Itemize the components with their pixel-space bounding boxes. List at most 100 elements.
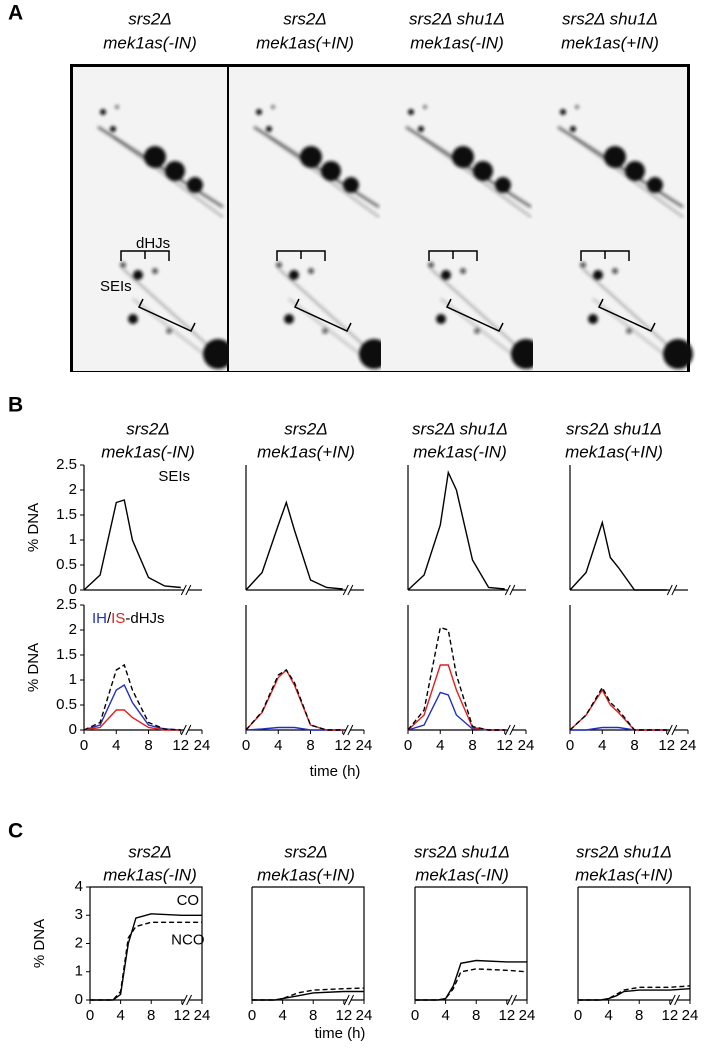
x-tick-label: 12: [172, 737, 189, 754]
axis-break: [506, 994, 518, 1006]
x-tick-label: 8: [144, 737, 152, 754]
x-axis-label: time (h): [315, 1025, 366, 1042]
x-tick-label: 4: [274, 737, 282, 754]
series-line: [83, 663, 181, 731]
x-tick-label: 24: [194, 737, 211, 754]
chart: 0 4 8 12 24: [574, 886, 698, 1024]
column-header: srs2Δ: [283, 9, 327, 28]
y-tick-label: 0.5: [56, 556, 77, 573]
column-header: mek1as(+IN): [565, 442, 663, 461]
axis-break: [180, 584, 192, 596]
y-tick-label: 2: [69, 481, 77, 498]
axis-break: [504, 724, 516, 736]
column-header: srs2Δ: [284, 842, 328, 861]
axis-break: [666, 724, 678, 736]
x-tick-label: 4: [598, 737, 606, 754]
series-line: [407, 664, 505, 731]
y-tick-label: 0: [75, 991, 83, 1008]
y-axis-label: % DNA: [25, 503, 42, 552]
x-tick-label: 4: [436, 737, 444, 754]
x-tick-label: 4: [112, 737, 120, 754]
x-tick-label: 12: [496, 737, 513, 754]
column-header: srs2Δ shu1Δ: [562, 9, 658, 28]
x-tick-label: 0: [566, 737, 574, 754]
column-header: srs2Δ: [128, 842, 172, 861]
x-tick-label: 0: [574, 1007, 582, 1024]
column-header: mek1as(-IN): [103, 865, 197, 884]
x-axis-label: time (h): [310, 763, 361, 780]
chart: 0 0.5 1 1.5 2 2.5 % DNA SEIs: [25, 456, 202, 598]
column-header: mek1as(+IN): [561, 33, 659, 52]
x-tick-label: 12: [661, 1007, 678, 1024]
axis-break: [181, 994, 193, 1006]
column-header: srs2Δ shu1Δ: [414, 842, 510, 861]
series-line: [415, 959, 527, 1001]
chart: [407, 465, 526, 596]
legend-joiner: /: [107, 610, 112, 627]
x-tick-label: 24: [356, 1007, 373, 1024]
series-line: [245, 668, 343, 731]
column-header: srs2Δ shu1Δ: [576, 842, 672, 861]
x-tick-label: 8: [306, 737, 314, 754]
x-tick-label: 24: [356, 737, 373, 754]
x-tick-label: 12: [498, 1007, 515, 1024]
column-header: mek1as(-IN): [413, 442, 507, 461]
series-line: [83, 709, 181, 731]
x-tick-label: 8: [309, 1007, 317, 1024]
annotation: SEIs: [158, 468, 190, 485]
frame: [252, 886, 365, 1000]
series-line: [578, 985, 691, 1001]
x-tick-label: 8: [630, 737, 638, 754]
x-tick-label: 24: [519, 1007, 536, 1024]
y-tick-label: 0.5: [56, 696, 77, 713]
column-header: srs2Δ: [126, 419, 170, 438]
x-tick-label: 24: [680, 737, 697, 754]
frame: [90, 886, 203, 1000]
x-tick-label: 12: [658, 737, 675, 754]
x-tick-label: 8: [472, 1007, 480, 1024]
series-line: [83, 683, 181, 731]
axis-break: [342, 584, 354, 596]
column-header: mek1as(+IN): [257, 865, 355, 884]
gel-annotation: dHJs: [136, 235, 170, 252]
column-header: mek1as(-IN): [101, 442, 195, 461]
column-header: srs2Δ: [284, 419, 328, 438]
axis-break: [342, 724, 354, 736]
column-header: srs2Δ shu1Δ: [412, 419, 508, 438]
y-tick-label: 3: [75, 906, 83, 923]
column-header: mek1as(+IN): [575, 865, 673, 884]
column-header: mek1as(-IN): [415, 865, 509, 884]
chart: 0 4 8 12 24: [404, 605, 534, 754]
column-header: mek1as(+IN): [257, 442, 355, 461]
column-header: srs2Δ shu1Δ: [409, 9, 505, 28]
y-tick-label: 0: [69, 721, 77, 738]
axis-break: [180, 724, 192, 736]
x-tick-label: 8: [147, 1007, 155, 1024]
y-tick-label: 2.5: [56, 596, 77, 613]
chart: 0 0.5 1 1.5 2 2.5 0 4 8 12 24 % DNA IH/IS-dHJs: [25, 596, 210, 754]
panel-label: C: [8, 820, 23, 843]
x-tick-label: 4: [278, 1007, 286, 1024]
x-tick-label: 4: [604, 1007, 612, 1024]
x-tick-label: 0: [86, 1007, 94, 1024]
column-header: mek1as(-IN): [103, 33, 197, 52]
series-line: [245, 500, 343, 591]
axis-break: [343, 994, 355, 1006]
chart: 0 4 8 12 24: [411, 886, 536, 1024]
x-tick-label: 4: [441, 1007, 449, 1024]
y-tick-label: 0: [69, 581, 77, 598]
y-tick-label: 1.5: [56, 506, 77, 523]
x-tick-label: 0: [80, 737, 88, 754]
y-tick-label: 1.5: [56, 646, 77, 663]
y-tick-label: 2.5: [56, 456, 77, 473]
x-tick-label: 4: [116, 1007, 124, 1024]
chart: 0 4 8 12 24: [242, 605, 373, 754]
column-header: srs2Δ shu1Δ: [566, 419, 662, 438]
y-tick-label: 1: [69, 531, 77, 548]
series-line: [245, 726, 343, 731]
series-line: [90, 913, 202, 1001]
x-tick-label: 12: [334, 737, 351, 754]
legend-suffix: -dHJs: [125, 610, 164, 627]
